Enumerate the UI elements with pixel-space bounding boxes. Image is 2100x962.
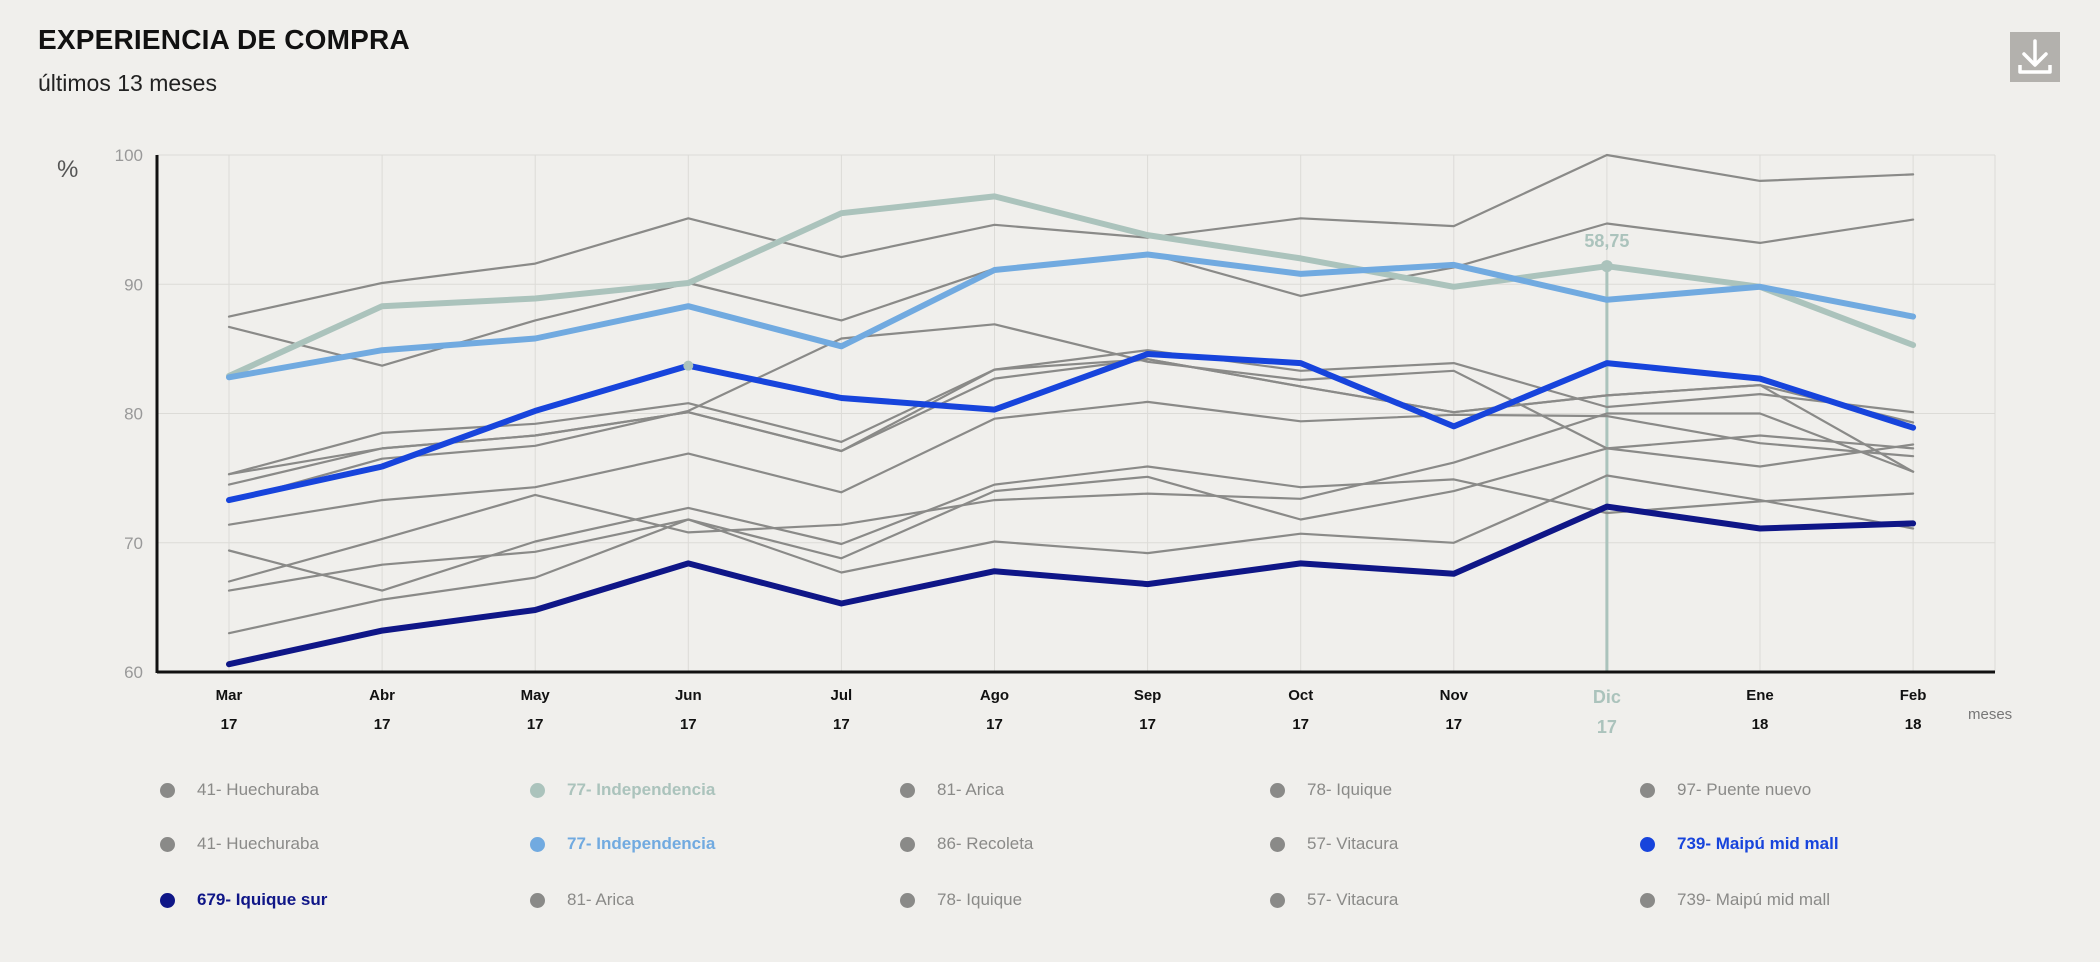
legend-dot-icon <box>160 836 175 852</box>
legend-dot-icon <box>1270 892 1285 908</box>
highlight-point <box>1600 260 1613 273</box>
legend-dot-icon <box>160 892 175 908</box>
x-tick-year: 18 <box>1752 716 1769 733</box>
legend-label: 57- Vitacura <box>1307 890 1399 909</box>
legend-label: 41- Huechuraba <box>197 780 319 799</box>
legend-label: 81- Arica <box>937 780 1005 799</box>
x-tick-year: 17 <box>1597 717 1617 737</box>
legend-dot-icon <box>160 782 175 798</box>
y-tick-label: 60 <box>124 663 143 682</box>
series-line <box>227 349 1915 476</box>
y-axis-label: % <box>57 156 79 183</box>
series-line <box>227 412 1915 583</box>
x-tick-month: Jun <box>675 687 702 704</box>
x-tick-year: 17 <box>680 716 697 733</box>
legend-item[interactable]: 81- Arica <box>530 885 634 915</box>
legend-label: 81- Arica <box>567 890 635 909</box>
download-icon <box>2018 39 2052 74</box>
legend-dot-icon <box>1640 836 1655 852</box>
legend-dot-icon <box>530 892 545 908</box>
legend-item[interactable]: 679- Iquique sur <box>160 885 327 915</box>
y-tick-label: 70 <box>124 534 143 553</box>
legend-item[interactable]: 77- Independencia <box>530 829 715 859</box>
legend-item[interactable]: 81- Arica <box>900 775 1004 805</box>
x-tick-year: 17 <box>527 716 544 733</box>
y-tick-label: 80 <box>124 405 143 424</box>
legend-dot-icon <box>900 892 915 908</box>
y-tick-label: 90 <box>124 275 143 294</box>
series-line <box>227 323 1915 503</box>
x-tick-year: 18 <box>1905 716 1922 733</box>
legend-label: 78- Iquique <box>1307 780 1393 799</box>
legend-label: 57- Vitacura <box>1307 834 1399 853</box>
x-tick-month: Sep <box>1134 687 1162 704</box>
series-line <box>227 400 1915 526</box>
legend-item[interactable]: 57- Vitacura <box>1270 829 1398 859</box>
x-tick-month: Ene <box>1746 687 1774 704</box>
x-tick-month: Abr <box>369 687 395 704</box>
x-tick-month: Oct <box>1288 687 1313 704</box>
legend-item[interactable]: 41- Huechuraba <box>160 775 319 805</box>
x-tick-month: Ago <box>980 687 1009 704</box>
legend-item[interactable]: 57- Vitacura <box>1270 885 1398 915</box>
series-line <box>226 503 1917 668</box>
legend-label: 41- Huechuraba <box>197 834 319 853</box>
series-line <box>227 358 1915 476</box>
legend-item[interactable]: 97- Puente nuevo <box>1640 775 1811 805</box>
legend-label: 78- Iquique <box>937 890 1023 909</box>
x-tick-year: 17 <box>221 716 238 733</box>
x-tick-month: Nov <box>1440 687 1469 704</box>
legend-item[interactable]: 78- Iquique <box>900 885 1022 915</box>
x-tick-year: 17 <box>1292 716 1309 733</box>
legend-label: 86- Recoleta <box>937 834 1034 853</box>
x-tick-month: Jul <box>831 687 853 704</box>
y-tick-label: 100 <box>115 146 143 165</box>
x-axis-label: meses <box>1968 706 2013 723</box>
chart-title: EXPERIENCIA DE COMPRA <box>38 24 410 55</box>
x-tick-year: 17 <box>1445 716 1462 733</box>
series-line <box>226 193 1917 379</box>
series-line <box>227 474 1915 635</box>
legend-dot-icon <box>1270 782 1285 798</box>
legend-label: 77- Independencia <box>567 834 716 853</box>
legend-label: 77- Independencia <box>567 780 716 799</box>
x-tick-year: 17 <box>1139 716 1156 733</box>
x-tick-year: 17 <box>374 716 391 733</box>
legend-item[interactable]: 78- Iquique <box>1270 775 1392 805</box>
legend-dot-icon <box>530 782 545 798</box>
legend-dot-icon <box>1640 782 1655 798</box>
series-line <box>227 358 1915 486</box>
legend-label: 679- Iquique sur <box>197 890 328 909</box>
legend-dot-icon <box>1270 836 1285 852</box>
series-line <box>226 351 1917 504</box>
legend-label: 739- Maipú mid mall <box>1677 834 1839 853</box>
x-tick-month: Mar <box>216 687 243 704</box>
legend-item[interactable]: 41- Huechuraba <box>160 829 319 859</box>
chart-subtitle: últimos 13 meses <box>38 70 217 96</box>
series-line <box>227 434 1915 592</box>
x-tick-month: Feb <box>1900 687 1927 704</box>
legend-item[interactable]: 86- Recoleta <box>900 829 1033 859</box>
legend-dot-icon <box>900 836 915 852</box>
download-button[interactable] <box>2010 32 2060 82</box>
legend-item[interactable]: 739- Maipú mid mall <box>1640 829 1839 859</box>
x-tick-month: May <box>521 687 551 704</box>
legend-label: 97- Puente nuevo <box>1677 780 1812 799</box>
x-tick-year: 17 <box>986 716 1003 733</box>
highlight-point <box>683 360 694 371</box>
legend-label: 739- Maipú mid mall <box>1677 890 1831 909</box>
legend-item[interactable]: 739- Maipú mid mall <box>1640 885 1830 915</box>
series-line <box>227 153 1915 318</box>
series-line <box>226 251 1917 381</box>
x-tick-year: 17 <box>833 716 850 733</box>
legend: 41- Huechuraba 41- Huechuraba 679- Iquique… <box>160 775 2020 925</box>
highlight-value-label: 58,75 <box>1584 231 1629 251</box>
legend-dot-icon <box>530 836 545 852</box>
legend-dot-icon <box>900 782 915 798</box>
x-tick-month: Dic <box>1593 687 1621 707</box>
legend-dot-icon <box>1640 892 1655 908</box>
legend-item[interactable]: 77- Independencia <box>530 775 715 805</box>
line-chart: 60 70 80 90 100 58,75 Mar 17 Abr 17 May 17 Jun 17 Jul 1… <box>115 146 1996 737</box>
